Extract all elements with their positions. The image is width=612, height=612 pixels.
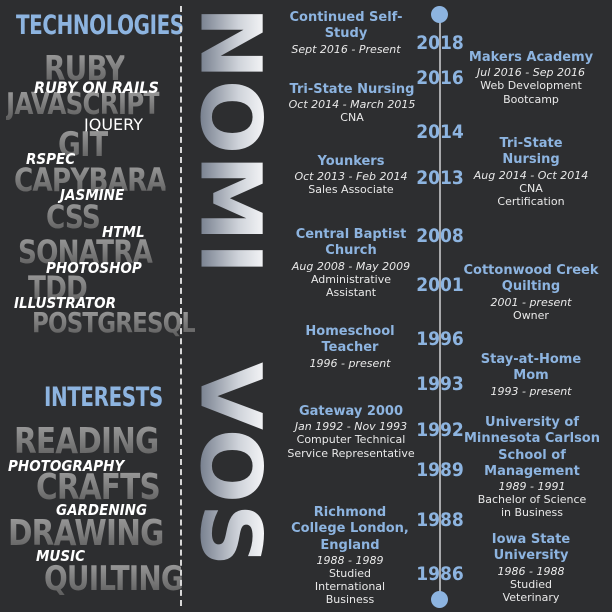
timeline-line — [439, 14, 441, 600]
interest-gardening: GARDENING — [56, 501, 148, 519]
dashed-divider — [180, 6, 182, 606]
year-label: 2016 — [416, 67, 464, 89]
timeline-entry: Iowa State University 1986 - 1988 Studie… — [461, 532, 601, 604]
timeline-entry: Younkers Oct 2013 - Feb 2014 Sales Assoc… — [281, 154, 421, 197]
entry-title: Younkers — [317, 154, 385, 169]
tech-css: CSS — [46, 198, 101, 236]
timeline-entry: University of Minnesota Carlson School o… — [459, 415, 605, 520]
interest-crafts: CRAFTS — [36, 467, 161, 508]
year-label: 2008 — [416, 225, 464, 247]
tech-sonatra: SONATRA — [18, 233, 153, 271]
year-label: 1986 — [416, 563, 464, 585]
entry-dates: 2001 - present — [490, 295, 572, 309]
tech-photoshop: PHOTOSHOP — [46, 259, 142, 277]
entry-role: CNA — [340, 111, 364, 125]
tech-jquery: JQUERY — [84, 115, 143, 134]
year-label: 1993 — [416, 373, 464, 395]
entry-title: Central Baptist Church — [295, 227, 407, 259]
entry-dates: 1993 - present — [490, 384, 572, 398]
entry-role: Administrative Assistant — [310, 272, 392, 299]
tech-ruby: RUBY — [44, 49, 126, 89]
technologies-heading: TECHNOLOGIES — [16, 10, 184, 41]
timeline-bottom-dot — [431, 591, 448, 608]
interest-music: MUSIC — [36, 547, 86, 565]
entry-dates: 1986 - 1988 — [497, 564, 565, 578]
tech-tdd: TDD — [28, 269, 88, 307]
entry-title: Cottonwood Creek Quilting — [463, 263, 599, 295]
entry-title: Tri-State Nursing — [499, 136, 563, 168]
entry-title: Makers Academy — [468, 50, 594, 65]
year-label: 1996 — [416, 328, 464, 350]
interests-heading: INTERESTS — [44, 382, 163, 413]
entry-title: Stay-at-Home Mom — [480, 352, 582, 384]
entry-title: Gateway 2000 — [298, 404, 404, 419]
timeline-entry: Makers Academy Jul 2016 - Sep 2016 Web D… — [461, 50, 601, 106]
timeline-entry: Homeschool Teacher 1996 - present — [280, 324, 420, 370]
year-label: 1988 — [416, 509, 464, 531]
interest-drawing: DRAWING — [8, 513, 164, 554]
entry-role: Owner — [513, 308, 549, 322]
tech-javascript: JAVASCRIPT — [6, 87, 160, 122]
tech-postgresql: POSTGRESQL — [32, 306, 196, 339]
name-first: NOMI — [181, 6, 280, 275]
tech-ruby-on-rails: RUBY ON RAILS — [34, 78, 159, 97]
entry-title: University of Minnesota Carlson School o… — [463, 415, 600, 479]
year-label: 2018 — [416, 32, 464, 54]
year-label: 1989 — [416, 459, 464, 481]
year-label: 1992 — [416, 419, 464, 441]
timeline-entry: Gateway 2000 Jan 1992 - Nov 1993 Compute… — [281, 404, 421, 460]
entry-dates: Aug 2014 - Oct 2014 — [473, 168, 589, 182]
entry-dates: Aug 2008 - May 2009 — [291, 259, 411, 273]
tech-illustrator: ILLUSTRATOR — [14, 294, 117, 312]
tech-jasmine: JASMINE — [60, 186, 125, 204]
name-last: VOS — [181, 362, 280, 567]
year-label: 2001 — [416, 274, 464, 296]
year-label: 2014 — [416, 121, 464, 143]
timeline-entry: Continued Self-Study Sept 2016 - Present — [276, 10, 416, 56]
entry-title: Richmond College London, England — [291, 505, 409, 553]
entry-title: Continued Self-Study — [289, 10, 403, 42]
timeline-entry: Tri-State Nursing Oct 2014 - March 2015 … — [282, 82, 422, 125]
tech-git: GIT — [58, 125, 109, 165]
entry-role: Bachelor of Science in Business — [477, 493, 587, 520]
timeline-entry: Richmond College London, England 1988 - … — [280, 505, 420, 607]
entry-role: Computer Technical Service Representativ… — [287, 433, 415, 460]
interest-quilting: QUILTING — [44, 559, 184, 599]
entry-title: Iowa State University — [491, 532, 571, 564]
entry-dates: Jan 1992 - Nov 1993 — [294, 420, 408, 434]
entry-role: Studied International Business — [314, 566, 386, 607]
entry-role: Web Development Bootcamp — [480, 79, 582, 106]
tech-capybara: CAPYBARA — [14, 161, 167, 199]
entry-dates: Sept 2016 - Present — [291, 42, 401, 56]
entry-dates: Oct 2014 - March 2015 — [288, 98, 416, 112]
entry-dates: 1996 - present — [309, 356, 391, 370]
interest-reading: READING — [14, 421, 159, 462]
entry-role: Sales Associate — [308, 183, 394, 197]
entry-title: Homeschool Teacher — [305, 324, 395, 356]
year-label: 2013 — [416, 167, 464, 189]
timeline-top-dot — [431, 6, 448, 23]
timeline-entry: Central Baptist Church Aug 2008 - May 20… — [282, 227, 420, 299]
interest-photography: PHOTOGRAPHY — [8, 457, 125, 475]
entry-dates: 1989 - 1991 — [498, 480, 566, 493]
tech-rspec: RSPEC — [26, 150, 76, 168]
timeline-entry: Tri-State Nursing Aug 2014 - Oct 2014 CN… — [461, 136, 601, 208]
entry-role: Studied Veterinary — [502, 577, 560, 604]
entry-dates: 1988 - 1989 — [316, 553, 384, 567]
entry-dates: Oct 2013 - Feb 2014 — [294, 170, 408, 184]
entry-dates: Jul 2016 - Sep 2016 — [477, 66, 585, 80]
entry-role: CNA Certification — [497, 181, 565, 208]
entry-title: Tri-State Nursing — [289, 82, 415, 97]
timeline-entry: Cottonwood Creek Quilting 2001 - present… — [461, 263, 601, 322]
timeline-entry: Stay-at-Home Mom 1993 - present — [461, 352, 601, 398]
tech-html: HTML — [102, 223, 145, 241]
